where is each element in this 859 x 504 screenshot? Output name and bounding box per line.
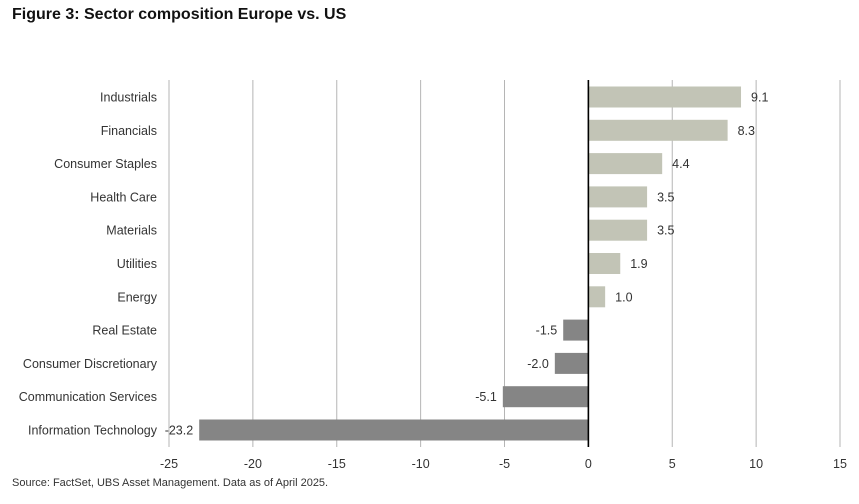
category-label: Materials	[106, 224, 157, 238]
x-tick-label: -15	[328, 457, 346, 471]
value-label: -2.0	[527, 357, 549, 371]
bars	[199, 86, 742, 441]
value-label: -23.2	[165, 424, 194, 438]
bar	[588, 219, 648, 241]
value-labels: 9.1 8.3 4.4 3.5 3.5 1.9 1.0 -1.5 -2.0 -5.1 -23.2	[165, 91, 769, 438]
chart-title: Figure 3: Sector composition Europe vs. …	[12, 6, 347, 23]
bar	[588, 253, 621, 274]
x-tick-label: -20	[244, 457, 262, 471]
category-label: Utilities	[117, 257, 157, 271]
x-tick-label: -10	[412, 457, 430, 471]
value-label: 4.4	[672, 157, 689, 171]
category-label: Consumer Discretionary	[23, 357, 158, 371]
category-labels: Industrials Financials Consumer Staples Hea…	[19, 91, 158, 438]
bar	[588, 86, 742, 108]
x-tick-label: 5	[669, 457, 676, 471]
source-note: Source: FactSet, UBS Asset Management. D…	[12, 477, 329, 489]
value-label: -1.5	[536, 324, 558, 338]
category-label: Consumer Staples	[54, 157, 157, 171]
bar	[554, 352, 589, 374]
category-label: Industrials	[100, 91, 157, 105]
category-label: Health Care	[90, 190, 157, 204]
x-tick-label: 10	[749, 457, 763, 471]
category-label: Real Estate	[92, 324, 157, 338]
bar	[588, 153, 663, 175]
x-axis-ticks: -25 -20 -15 -10 -5 0 5 10 15	[160, 457, 847, 471]
value-label: 8.3	[738, 124, 755, 138]
value-label: 3.5	[657, 224, 674, 238]
value-label: 1.0	[615, 290, 632, 304]
x-tick-label: 0	[585, 457, 592, 471]
category-label: Financials	[101, 124, 157, 138]
x-tick-label: -5	[499, 457, 510, 471]
bar	[502, 386, 589, 408]
value-label: 9.1	[751, 91, 768, 105]
grid-lines	[168, 80, 841, 447]
bar	[199, 419, 589, 441]
x-tick-label: 15	[833, 457, 847, 471]
category-label: Communication Services	[19, 390, 157, 404]
category-label: Energy	[117, 290, 157, 304]
bar	[588, 186, 648, 208]
bar	[563, 319, 589, 341]
value-label: -5.1	[475, 390, 497, 404]
bar	[588, 119, 728, 141]
value-label: 1.9	[630, 257, 647, 271]
category-label: Information Technology	[28, 424, 158, 438]
x-tick-label: -25	[160, 457, 178, 471]
bar	[588, 286, 606, 308]
value-label: 3.5	[657, 190, 674, 204]
